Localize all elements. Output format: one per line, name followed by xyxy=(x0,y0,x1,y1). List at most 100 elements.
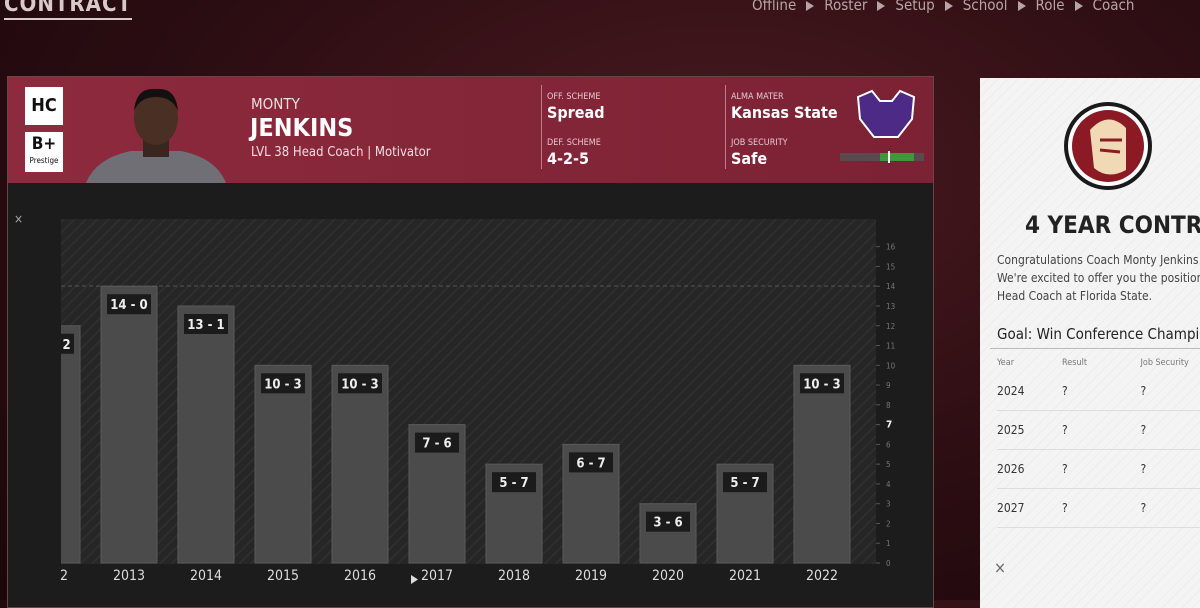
page-title: CONTRACT xyxy=(4,0,133,20)
bar xyxy=(100,285,158,564)
coach-description: LVL 38 Head Coach | Motivator xyxy=(251,145,431,160)
y-tick-label: 6 xyxy=(886,440,891,449)
contract-card: 4 YEAR CONTRACT Congratulations Coach Mo… xyxy=(980,78,1200,608)
value-label: 14 - 0 xyxy=(110,298,147,313)
value-label: 3 - 6 xyxy=(653,516,682,531)
y-tick-label: 5 xyxy=(886,460,891,469)
x-tick-label: 2019 xyxy=(575,568,607,584)
x-tick-label: 2014 xyxy=(190,568,222,584)
contract-message: Congratulations Coach Monty Jenkins! We'r… xyxy=(997,251,1200,305)
off-scheme-label: OFF. SCHEME xyxy=(547,92,601,102)
value-label: 10 - 3 xyxy=(264,377,301,392)
value-label-box xyxy=(184,313,228,334)
message-line: Head Coach at Florida State. xyxy=(997,289,1153,303)
y-tick-label: 10 xyxy=(886,361,896,370)
x-tick-label: 2020 xyxy=(652,568,684,584)
value-label-box xyxy=(800,373,844,394)
corner-mark: × xyxy=(14,212,23,226)
alma-mater: Kansas State xyxy=(731,103,838,122)
job-security-meter xyxy=(840,151,924,163)
value-label-box xyxy=(107,294,151,315)
current-season-marker xyxy=(411,575,418,584)
value-label-box xyxy=(569,452,613,473)
column-header: Year xyxy=(997,358,1015,368)
breadcrumb-item: Offline xyxy=(752,0,797,14)
table-cell: ? xyxy=(1140,462,1147,476)
value-label-box xyxy=(261,373,305,394)
value-label-box xyxy=(723,472,767,493)
table-header: Year Result Job Security xyxy=(997,354,1200,372)
bar xyxy=(177,305,235,564)
y-tick-label: 3 xyxy=(886,500,891,509)
x-tick-label: 2022 xyxy=(806,568,838,584)
table-cell: ? xyxy=(1062,423,1068,437)
y-tick-label: 14 xyxy=(886,282,896,291)
job-security: Safe xyxy=(731,149,768,168)
y-tick-label: 13 xyxy=(886,302,895,311)
table-cell: 2024 xyxy=(997,384,1025,398)
table-cell: 2025 xyxy=(997,423,1025,437)
table-row: 2027?? xyxy=(997,489,1200,528)
value-label-box xyxy=(338,373,382,394)
y-tick-label: 7 xyxy=(886,420,892,431)
x-tick-label: 2017 xyxy=(421,568,453,584)
message-line: We're excited to offer you the position … xyxy=(997,271,1200,285)
off-scheme: Spread xyxy=(547,103,605,122)
value-label: 10 - 3 xyxy=(341,377,378,392)
first-name: MONTY xyxy=(251,95,300,113)
table-cell: 2027 xyxy=(997,501,1025,515)
table-cell: 2026 xyxy=(997,462,1025,476)
y-tick-label: 8 xyxy=(886,401,891,410)
contract-goal: Goal: Win Conference Championship xyxy=(997,325,1200,343)
table-cell: ? xyxy=(1140,423,1147,437)
y-tick-label: 11 xyxy=(886,342,895,351)
coach-panel: HC B+ Prestige MONTY JENKINS LVL 38 Head… xyxy=(7,76,934,608)
hc-badge: HC xyxy=(25,87,63,125)
value-label-box xyxy=(492,472,536,493)
breadcrumb-item: School xyxy=(962,0,1008,14)
y-tick-label: 9 xyxy=(886,381,891,390)
close-mark: × xyxy=(994,558,1007,577)
y-tick-label: 0 xyxy=(886,559,891,568)
breadcrumb-item: Setup xyxy=(895,0,935,14)
bar xyxy=(331,364,389,564)
breadcrumb-separator xyxy=(1017,1,1026,11)
coach-portrait xyxy=(86,88,226,183)
coach-card: HC B+ Prestige MONTY JENKINS LVL 38 Head… xyxy=(8,77,933,183)
x-tick-label: 2016 xyxy=(344,568,376,584)
def-scheme: 4-2-5 xyxy=(547,149,589,168)
y-tick-label: 15 xyxy=(886,262,895,271)
y-tick-label: 16 xyxy=(886,243,896,252)
value-label-box xyxy=(646,511,690,532)
breadcrumb-item: Role xyxy=(1035,0,1065,14)
table-cell: ? xyxy=(1062,462,1068,476)
value-label: 5 - 7 xyxy=(730,476,759,491)
bar xyxy=(793,364,851,564)
x-tick-label: 2012 xyxy=(36,568,68,584)
y-tick-label: 12 xyxy=(886,322,895,331)
x-tick-label: 2013 xyxy=(113,568,145,584)
table-cell: ? xyxy=(1062,501,1068,515)
value-label-box xyxy=(415,432,459,453)
x-tick-label: 2018 xyxy=(498,568,530,584)
column-header: Job Security xyxy=(1140,358,1189,368)
value-label: 7 - 6 xyxy=(422,437,451,452)
job-security-label: JOB SECURITY xyxy=(731,138,788,148)
breadcrumb-separator xyxy=(1074,1,1083,11)
breadcrumb: Offline Roster Setup School Role Coach xyxy=(752,0,1134,14)
table-row: 2024?? xyxy=(997,372,1200,411)
x-tick-label: 2015 xyxy=(267,568,299,584)
column-header: Result xyxy=(1062,358,1088,368)
x-tick-label: 2021 xyxy=(729,568,761,584)
breadcrumb-item: Coach xyxy=(1092,0,1135,14)
message-line: Congratulations Coach Monty Jenkins! xyxy=(997,253,1200,267)
bar xyxy=(61,325,81,564)
table-row: 2025?? xyxy=(997,411,1200,450)
y-tick-label: 2 xyxy=(886,519,891,528)
prestige-badge: B+ Prestige xyxy=(25,132,63,172)
breadcrumb-item: Roster xyxy=(824,0,868,14)
prestige-grade: B+ xyxy=(31,134,57,154)
table-row: 2026?? xyxy=(997,450,1200,489)
breadcrumb-separator xyxy=(877,1,886,11)
prestige-label: Prestige xyxy=(29,156,59,165)
